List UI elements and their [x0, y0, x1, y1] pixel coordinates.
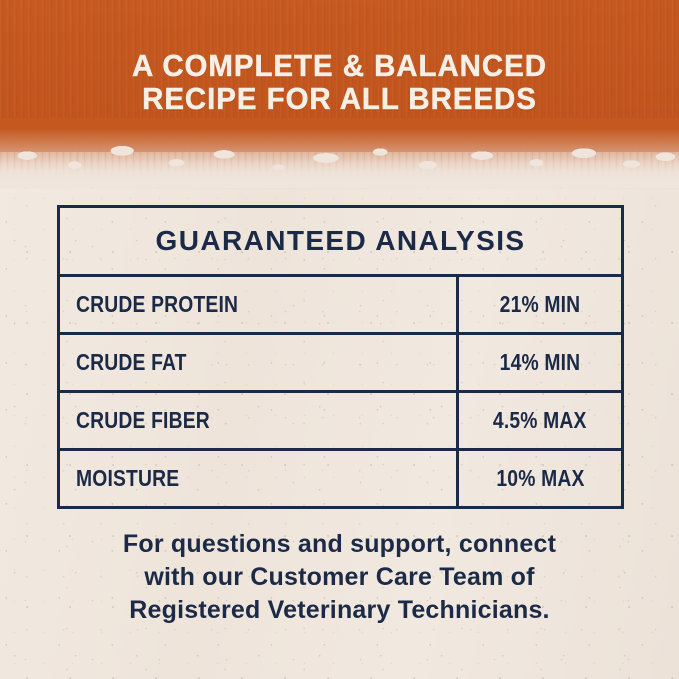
table-row: CRUDE FAT 14% MIN [60, 335, 621, 393]
nutrient-amount: 21% MIN [499, 291, 581, 317]
banner-torn-speckle-edge [0, 128, 679, 188]
nutrient-amount-cell: 4.5% MAX [459, 393, 621, 448]
nutrient-label: CRUDE FAT [76, 349, 187, 375]
nutrient-label: MOISTURE [76, 465, 180, 491]
nutrient-label: CRUDE PROTEIN [76, 291, 239, 317]
table-row: CRUDE PROTEIN 21% MIN [60, 277, 621, 335]
nutrient-name-cell: CRUDE FIBER [60, 393, 459, 448]
nutrient-name-cell: CRUDE FAT [60, 335, 459, 390]
guaranteed-analysis-table: GUARANTEED ANALYSIS CRUDE PROTEIN 21% MI… [57, 205, 624, 509]
nutrient-label: CRUDE FIBER [76, 407, 210, 433]
nutrient-amount: 10% MAX [495, 465, 585, 491]
table-row: MOISTURE 10% MAX [60, 451, 621, 506]
customer-support-message: For questions and support, connect with … [122, 530, 557, 624]
table-row: CRUDE FIBER 4.5% MAX [60, 393, 621, 451]
nutrient-amount-cell: 21% MIN [459, 277, 621, 332]
nutrient-amount-cell: 14% MIN [459, 335, 621, 390]
analysis-table-header: GUARANTEED ANALYSIS [60, 208, 621, 277]
nutrient-amount: 14% MIN [499, 349, 581, 375]
nutrient-amount-cell: 10% MAX [459, 451, 621, 506]
nutrient-name-cell: CRUDE PROTEIN [60, 277, 459, 332]
nutrient-amount: 4.5% MAX [493, 407, 587, 433]
nutrient-name-cell: MOISTURE [60, 451, 459, 506]
analysis-table-title: GUARANTEED ANALYSIS [155, 225, 526, 256]
banner-headline: A COMPLETE & BALANCED RECIPE FOR ALL BRE… [132, 49, 547, 116]
